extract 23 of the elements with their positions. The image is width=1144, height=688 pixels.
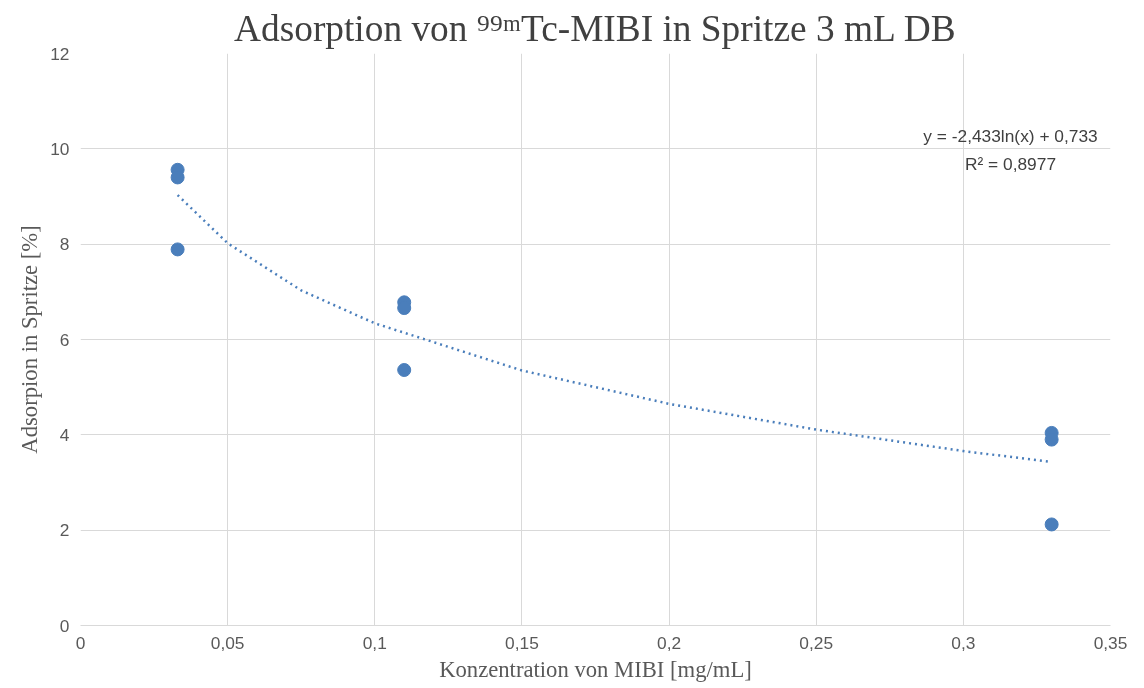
y-tick-label: 2 (59, 520, 70, 541)
x-tick-label: 0,1 (362, 632, 387, 653)
point (170, 242, 185, 257)
y-axis-title: Adsorpion in Spritze [%] (17, 225, 43, 454)
annotation: R² = 0,8977 (964, 153, 1057, 174)
chart-title: Adsorption von ⁹⁹ᵐTc-MIBI in Spritze 3 mL DB (234, 7, 956, 49)
x-tick-label: 0,2 (657, 632, 682, 653)
y-tick-label: 0 (59, 615, 70, 636)
y-tick-label: 10 (50, 138, 70, 159)
x-tick-label: 0,05 (210, 632, 245, 653)
y-tick-label: 12 (50, 43, 70, 64)
y-tick-label: 8 (59, 234, 70, 255)
x-tick-label: 0,3 (951, 632, 976, 653)
x-tick-label: 0,15 (505, 632, 539, 653)
x-axis-title: Konzentration von MIBI [mg/mL] (439, 656, 752, 682)
y-tick-label: 6 (59, 329, 70, 350)
x-tick-label: 0,35 (1093, 632, 1128, 653)
x-tick-label: 0 (75, 632, 86, 653)
annotation: y = -2,433ln(x) + 0,733 (923, 125, 1098, 146)
x-tick-label: 0,25 (799, 632, 834, 653)
point (1044, 517, 1059, 532)
point (397, 363, 412, 377)
y-tick-label: 4 (59, 424, 70, 445)
